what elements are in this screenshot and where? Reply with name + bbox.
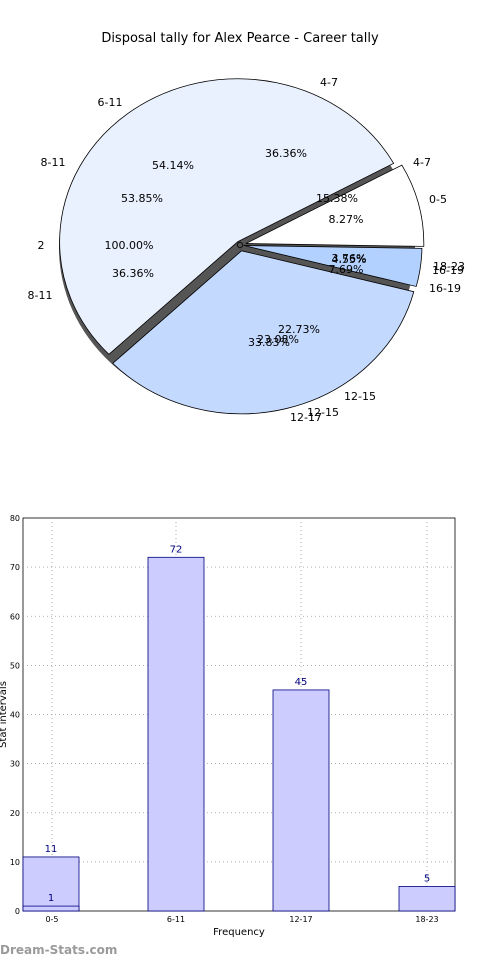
y-tick-label: 0 <box>15 907 20 916</box>
pie-percent-label: 36.36% <box>265 147 307 160</box>
bar-12-17-series-1 <box>272 689 330 912</box>
pie-percent-label: 53.85% <box>121 192 163 205</box>
pie-outer-label: 0-5 <box>429 193 447 206</box>
y-tick-label: 10 <box>10 858 20 867</box>
bar-0-5-series-1 <box>22 856 80 912</box>
bar-18-23-series-1 <box>398 886 456 912</box>
watermark: Dream-Stats.com <box>0 943 118 957</box>
y-tick-label: 80 <box>10 514 20 523</box>
pie-outer-label: 4-7 <box>320 76 338 89</box>
bar-data-label: 11 <box>45 844 58 855</box>
pie-outer-label: 12-17 <box>290 411 322 424</box>
y-tick-label: 50 <box>10 661 20 670</box>
pie-outer-label: 16-19 <box>432 264 464 277</box>
y-axis-label: Stat intervals <box>0 681 9 748</box>
bar-data-label: 72 <box>170 544 183 555</box>
pie-percent-label: 100.00% <box>105 239 154 252</box>
y-tick-label: 70 <box>10 563 20 572</box>
pie-outer-label: 6-11 <box>98 96 123 109</box>
x-tick-label: 12-17 <box>289 915 312 924</box>
y-tick-label: 60 <box>10 612 20 621</box>
pie-percent-label: 22.73% <box>278 323 320 336</box>
pie-percent-label: 3.76% <box>332 252 367 265</box>
bar-chart: 0 10 20 30 40 50 60 70 80 0-5 6-11 12-17 18-23 11 72 45… <box>0 514 456 938</box>
pie-outer-label: 12-15 <box>344 390 376 403</box>
pie-outer-label: 12-15 <box>307 406 339 419</box>
bar-data-label: 5 <box>424 873 430 884</box>
pie-inner-ring-2 <box>237 242 243 248</box>
pie-outer-label: 18-23 <box>433 260 465 273</box>
pie-outer-label: 4-7 <box>413 156 431 169</box>
pie-outer-label: 2 <box>38 239 45 252</box>
y-tick-label: 30 <box>10 760 20 769</box>
x-tick-label: 18-23 <box>415 915 438 924</box>
bar-6-11-series-1 <box>147 556 205 912</box>
pie-slice-0-5 <box>245 164 425 247</box>
pie-slice-18-23 <box>243 245 423 287</box>
pie-percent-label: 33.83% <box>248 336 290 349</box>
pie-percent-label: 23.08% <box>257 333 299 346</box>
pie-inner-ring-1 <box>236 241 244 249</box>
pie-percent-label: 54.14% <box>152 159 194 172</box>
pie-percent-label: 8.27% <box>329 213 364 226</box>
bar-0-5-series-2 <box>22 905 80 912</box>
pie-percent-label: 4.55% <box>332 253 367 266</box>
pie-percent-label: 15.38% <box>316 192 358 205</box>
bar-data-label: 1 <box>48 893 54 904</box>
pie-outer-label: 16-19 <box>429 282 461 295</box>
pie-slice-6-11 <box>59 78 395 355</box>
pie-percent-label: 7.69% <box>329 263 364 276</box>
pie-outer-label: 8-11 <box>41 156 66 169</box>
pie-slice-12-17 <box>112 250 415 415</box>
pie-chart-title: Disposal tally for Alex Pearce - Career … <box>101 31 379 46</box>
pie-chart: 6-114-78-11 4-70-528-1118-2316-1916-1912-… <box>28 76 465 424</box>
pie-outer-label: 8-11 <box>28 289 53 302</box>
x-tick-label: 0-5 <box>45 915 58 924</box>
pie-percent-label: 36.36% <box>112 267 154 280</box>
x-tick-label: 6-11 <box>167 915 185 924</box>
y-tick-label: 20 <box>10 809 20 818</box>
bar-data-label: 45 <box>295 677 308 688</box>
y-tick-label: 40 <box>10 711 20 720</box>
x-axis-label: Frequency <box>213 927 265 938</box>
